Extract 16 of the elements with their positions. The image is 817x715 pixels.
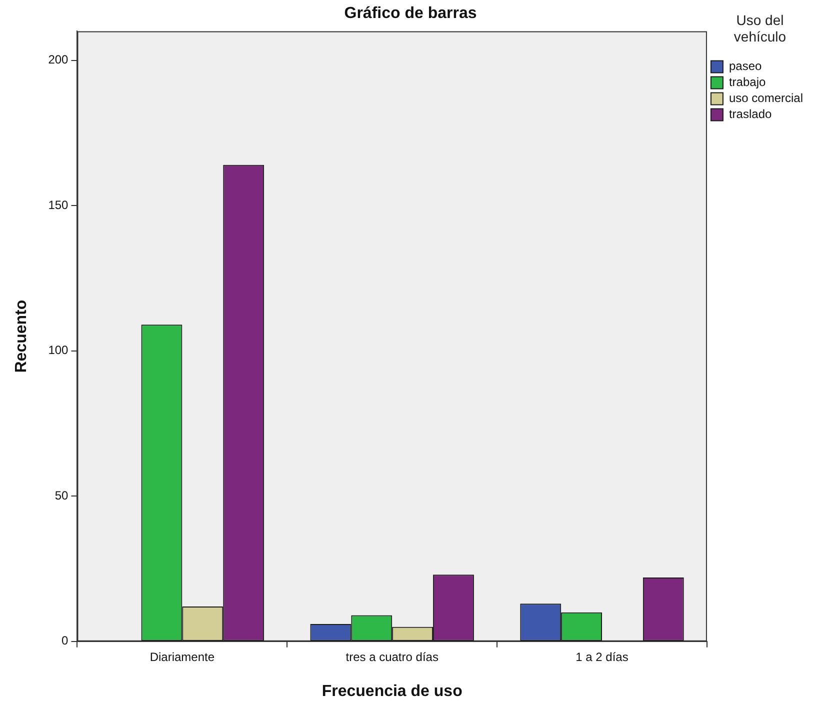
chart-title: Gráfico de barras	[344, 5, 477, 22]
x-tick-label: Diariamente	[150, 650, 215, 664]
y-tick-label: 100	[48, 343, 69, 358]
y-tick-label: 50	[54, 488, 69, 502]
y-axis-title: Recuento	[13, 300, 30, 373]
legend-label: traslado	[728, 107, 772, 122]
legend-label: paseo	[728, 59, 762, 74]
x-axis-title: Frecuencia de uso	[322, 682, 463, 700]
y-tick-label: 150	[48, 198, 69, 212]
x-tick-label: 1 a 2 días	[576, 650, 628, 664]
legend-label: trabajo	[728, 75, 766, 90]
x-tick-label: tres a cuatro días	[346, 650, 438, 664]
y-tick-label: 0	[62, 634, 69, 648]
legend-title: Uso del vehículo	[734, 12, 786, 45]
legend-label: uso comercial	[728, 91, 804, 106]
y-tick-label: 200	[48, 52, 69, 67]
